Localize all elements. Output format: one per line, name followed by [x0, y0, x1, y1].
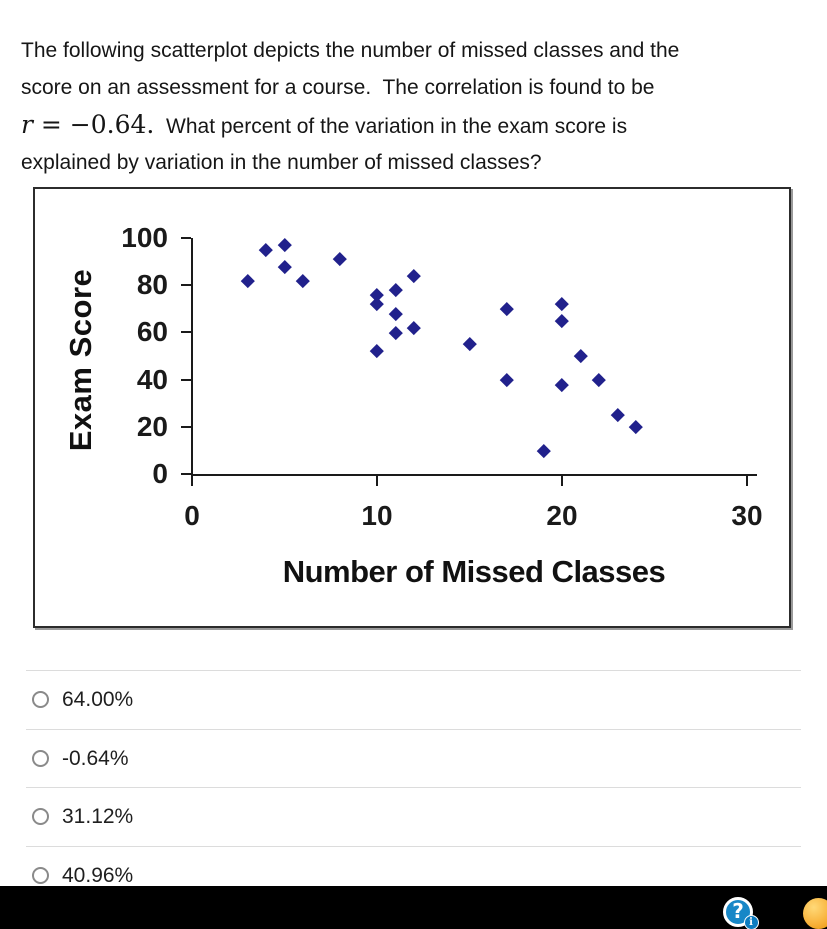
question-line-2: score on an assessment for a course. The… [21, 75, 655, 99]
data-point-diamond [240, 273, 255, 288]
option-label[interactable]: 31.12% [62, 805, 134, 828]
x-tick-label: 20 [546, 500, 578, 531]
data-point-diamond [573, 349, 588, 363]
data-point-diamond [277, 238, 292, 252]
question-line-1: The following scatterplot depicts the nu… [21, 39, 680, 62]
scatterplot-canvas: Exam Score Number of Missed Classes 0 20 4… [35, 189, 789, 626]
data-point-diamond [388, 283, 403, 297]
data-point-diamond [296, 273, 310, 288]
y-tick [181, 378, 191, 381]
question-line-4: explained by variation in the number of … [21, 151, 542, 175]
y-axis-line [191, 238, 193, 476]
x-tick [191, 476, 193, 486]
y-tick-label: 100 [121, 222, 168, 253]
y-tick-label: 0 [152, 458, 168, 489]
x-axis-title: Number of Missed Classes [282, 554, 666, 589]
option-label[interactable]: -0.64% [62, 746, 129, 770]
question-mark-glyph: ? [732, 899, 744, 923]
y-tick-label: 40 [136, 363, 168, 395]
radio-button[interactable] [32, 866, 49, 884]
data-point-diamond [407, 320, 421, 335]
data-point-diamond [499, 302, 514, 316]
assistant-orb-icon[interactable] [803, 898, 827, 929]
x-tick-label: 30 [731, 500, 763, 531]
data-point-diamond [388, 325, 403, 340]
math-correlation-value: = −0.64. [32, 109, 155, 139]
x-tick-label: 0 [184, 500, 200, 531]
x-tick-label: 10 [361, 500, 393, 531]
radio-button[interactable] [32, 749, 49, 767]
info-badge-icon: i [744, 915, 759, 929]
y-tick [181, 284, 191, 287]
y-tick [181, 237, 191, 239]
data-point-diamond [629, 420, 643, 434]
question-text: The following scatterplot depicts the nu… [21, 33, 811, 182]
data-point-diamond [407, 268, 421, 283]
x-tick [746, 476, 748, 486]
data-point-diamond [462, 337, 477, 351]
info-glyph: i [749, 916, 753, 928]
data-point-diamond [555, 313, 569, 328]
data-point-diamond [536, 443, 551, 458]
data-point-diamond [388, 306, 403, 321]
y-tick-label: 80 [136, 269, 168, 301]
data-point-diamond [555, 377, 569, 392]
data-point-diamond [333, 252, 347, 267]
data-point-diamond [499, 372, 514, 387]
option-row: -0.64% [26, 728, 801, 787]
y-tick-label: 20 [136, 410, 168, 442]
option-row: 64.00% [26, 670, 801, 728]
data-point-diamond [370, 344, 384, 359]
y-tick [181, 425, 191, 428]
help-icon[interactable]: ? i [723, 897, 759, 929]
x-tick [561, 476, 563, 486]
data-point-diamond [610, 408, 625, 422]
math-r-symbol: r [21, 109, 33, 139]
data-point-diamond [555, 297, 569, 311]
bottom-toolbar: ? i [0, 886, 827, 929]
x-tick [376, 476, 378, 486]
radio-button[interactable] [32, 808, 49, 825]
option-row: 40.96% [26, 845, 801, 904]
data-point-diamond [592, 372, 606, 387]
data-point-diamond [370, 297, 384, 311]
data-point-diamond [277, 259, 292, 274]
question-line-3: r = −0.64. What percent of the variation… [21, 107, 811, 146]
option-label[interactable]: 40.96% [62, 863, 134, 887]
x-axis-line [191, 474, 757, 476]
y-tick-label: 60 [136, 316, 168, 348]
radio-button[interactable] [32, 691, 49, 708]
y-tick [181, 331, 191, 334]
scatterplot-figure: Exam Score Number of Missed Classes 0 20 4… [33, 187, 791, 628]
option-label[interactable]: 64.00% [62, 688, 134, 711]
question-line-3-text: What percent of the variation in the exa… [154, 114, 628, 138]
data-point-diamond [259, 243, 273, 257]
option-row: 31.12% [26, 787, 801, 845]
y-tick [181, 473, 191, 475]
